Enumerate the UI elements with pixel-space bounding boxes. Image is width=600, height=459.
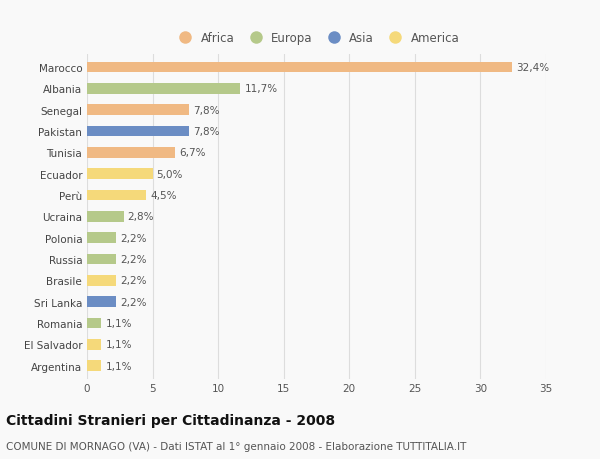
Text: 4,5%: 4,5% bbox=[150, 190, 176, 201]
Text: 11,7%: 11,7% bbox=[244, 84, 277, 94]
Bar bbox=[87, 84, 241, 95]
Bar bbox=[87, 297, 116, 308]
Bar bbox=[87, 233, 116, 243]
Bar bbox=[87, 105, 189, 116]
Text: 2,2%: 2,2% bbox=[120, 276, 146, 286]
Text: 1,1%: 1,1% bbox=[106, 319, 132, 328]
Text: COMUNE DI MORNAGO (VA) - Dati ISTAT al 1° gennaio 2008 - Elaborazione TUTTITALIA: COMUNE DI MORNAGO (VA) - Dati ISTAT al 1… bbox=[6, 441, 466, 451]
Bar bbox=[87, 62, 512, 73]
Bar bbox=[87, 339, 101, 350]
Bar bbox=[87, 148, 175, 158]
Text: Cittadini Stranieri per Cittadinanza - 2008: Cittadini Stranieri per Cittadinanza - 2… bbox=[6, 414, 335, 428]
Text: 2,2%: 2,2% bbox=[120, 233, 146, 243]
Text: 6,7%: 6,7% bbox=[179, 148, 205, 158]
Bar bbox=[87, 212, 124, 222]
Text: 7,8%: 7,8% bbox=[193, 106, 220, 115]
Text: 1,1%: 1,1% bbox=[106, 340, 132, 350]
Bar bbox=[87, 169, 152, 179]
Bar bbox=[87, 190, 146, 201]
Text: 2,2%: 2,2% bbox=[120, 297, 146, 307]
Bar bbox=[87, 318, 101, 329]
Text: 32,4%: 32,4% bbox=[516, 63, 549, 73]
Text: 2,2%: 2,2% bbox=[120, 254, 146, 264]
Text: 7,8%: 7,8% bbox=[193, 127, 220, 137]
Bar bbox=[87, 275, 116, 286]
Text: 1,1%: 1,1% bbox=[106, 361, 132, 371]
Text: 2,8%: 2,8% bbox=[128, 212, 154, 222]
Bar bbox=[87, 361, 101, 371]
Bar bbox=[87, 254, 116, 265]
Text: 5,0%: 5,0% bbox=[157, 169, 183, 179]
Bar bbox=[87, 126, 189, 137]
Legend: Africa, Europa, Asia, America: Africa, Europa, Asia, America bbox=[170, 28, 463, 49]
